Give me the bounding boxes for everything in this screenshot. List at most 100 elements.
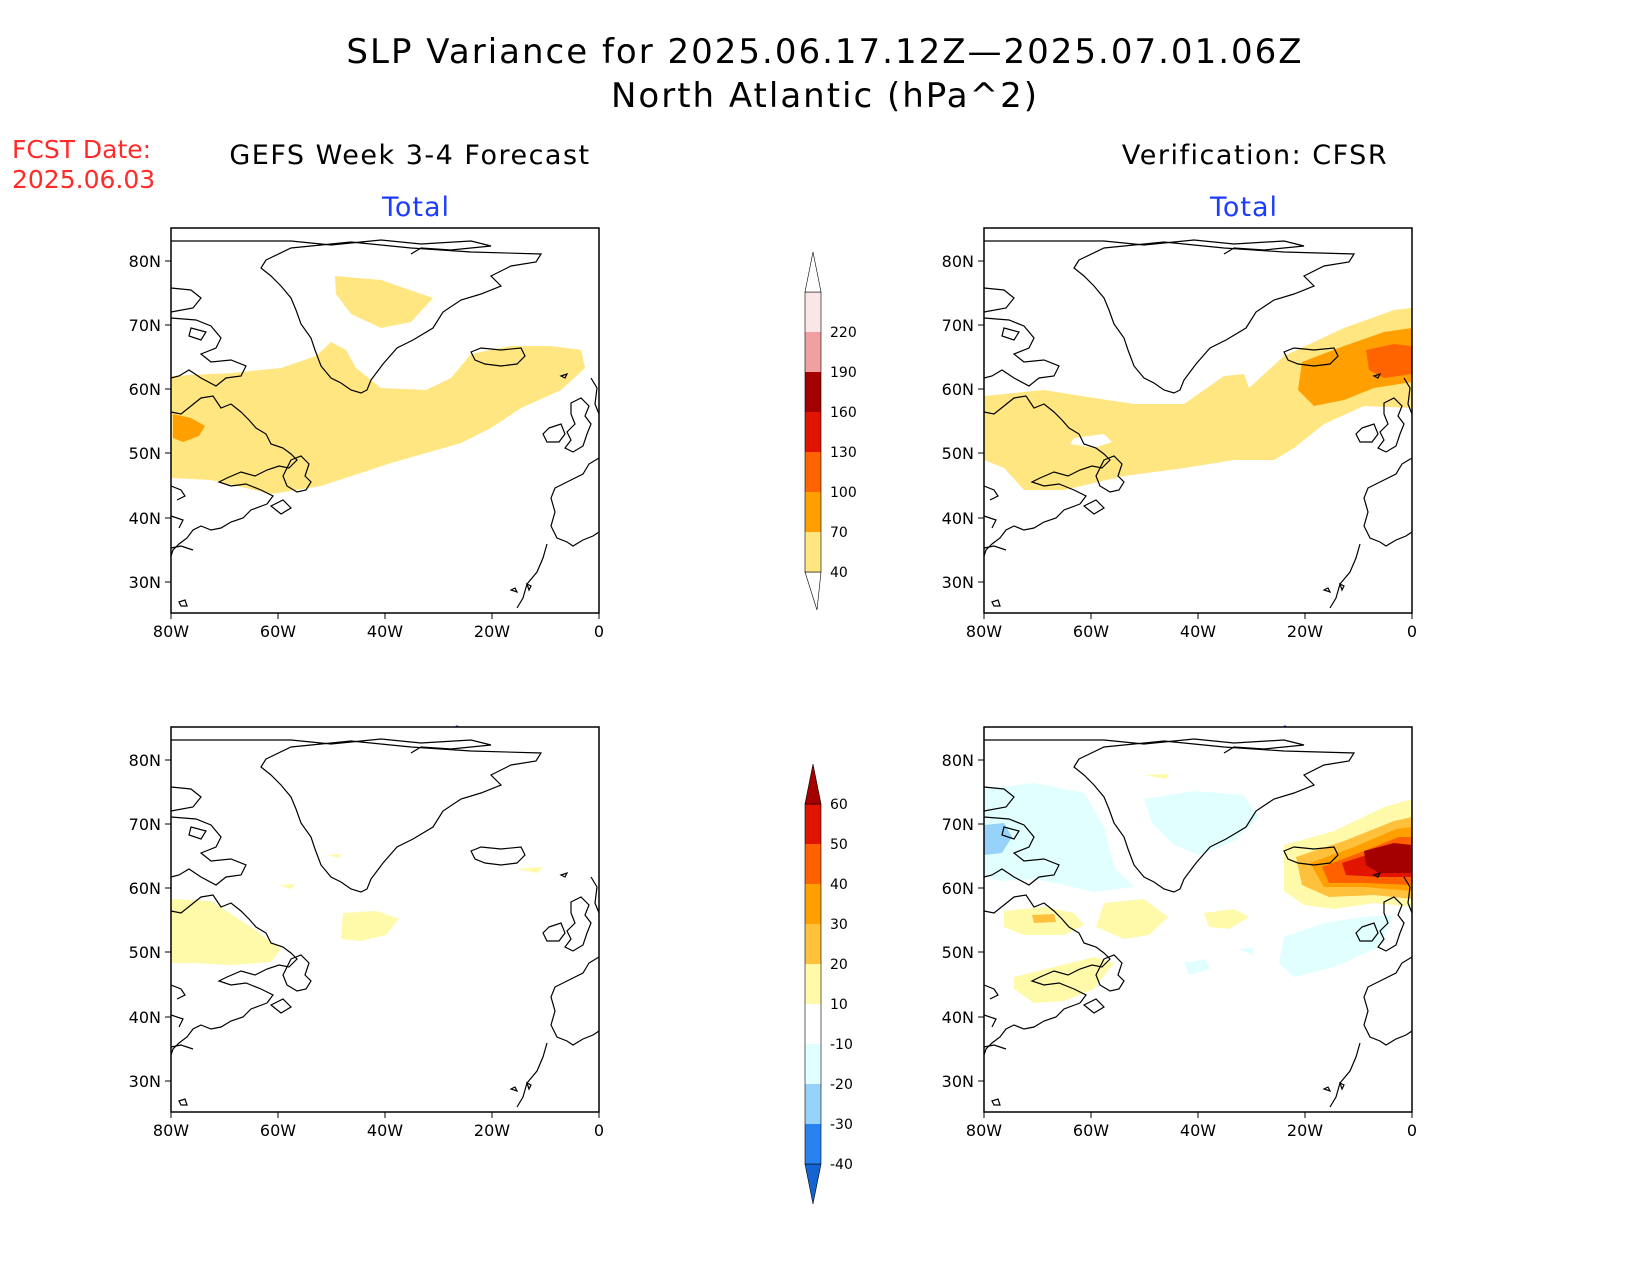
lat-tick-label: 30N <box>129 573 161 592</box>
colorbar-swatch <box>805 884 821 924</box>
lon-tick-label: 60W <box>1073 622 1109 641</box>
shade-100-130 <box>1366 344 1412 378</box>
colorbar-total: 40 70 100 130 160 190 220 <box>804 251 857 611</box>
lon-tick-label: 0 <box>594 1121 604 1140</box>
lon-tick-label: 40W <box>367 622 403 641</box>
lon-tick-label: 20W <box>1287 622 1323 641</box>
colorbar-label: 10 <box>830 997 848 1013</box>
lon-tick-label: 80W <box>966 622 1002 641</box>
colorbar-swatch <box>805 332 821 372</box>
fcst-date-value: 2025.06.03 <box>12 165 156 194</box>
colorbar-swatch <box>805 292 821 332</box>
colorbar-end-bottom <box>804 571 822 611</box>
colorbar-label: -20 <box>830 1077 853 1093</box>
colorbar-label: 70 <box>830 525 848 541</box>
colorbar-label: 40 <box>830 565 848 581</box>
colorbar-label: 160 <box>830 405 857 421</box>
panel-title-verification-total: Total <box>1209 192 1279 223</box>
lat-tick-label: 70N <box>942 815 974 834</box>
shade-10-20-c <box>1014 957 1114 1003</box>
lat-tick-label: 60N <box>129 380 161 399</box>
shade-40-70-greenland <box>335 276 433 328</box>
lon-tick-label: 40W <box>367 1121 403 1140</box>
lat-tick-label: 50N <box>129 943 161 962</box>
colorbar-end-top <box>804 763 822 805</box>
lon-tick-label: 40W <box>1180 1121 1216 1140</box>
lat-tick-label: 80N <box>942 252 974 271</box>
lat-tick-label: 80N <box>942 751 974 770</box>
lon-tick-label: 40W <box>1180 622 1216 641</box>
lon-tick-label: 60W <box>1073 1121 1109 1140</box>
colorbar-swatch <box>805 844 821 884</box>
column-title-forecast: GEFS Week 3-4 Forecast <box>229 140 591 171</box>
title-line-2: North Atlantic (hPa^2) <box>610 76 1039 116</box>
colorbar-label: 60 <box>830 797 848 813</box>
lon-tick-label: 80W <box>153 1121 189 1140</box>
colorbar-label: -10 <box>830 1037 853 1053</box>
lat-tick-label: 30N <box>942 573 974 592</box>
lon-tick-label: 20W <box>474 622 510 641</box>
shade-10-20-b <box>1096 899 1168 939</box>
lat-tick-label: 50N <box>942 444 974 463</box>
lat-tick-label: 40N <box>942 1008 974 1027</box>
lon-tick-label: 20W <box>474 1121 510 1140</box>
lat-tick-label: 40N <box>942 509 974 528</box>
lat-tick-label: 80N <box>129 252 161 271</box>
lon-tick-label: 80W <box>153 622 189 641</box>
shade-60-plus <box>1364 843 1412 873</box>
lon-tick-label: 0 <box>1407 1121 1417 1140</box>
lon-tick-label: 80W <box>966 1121 1002 1140</box>
colorbar-label: 100 <box>830 485 857 501</box>
colorbar-end-top <box>804 251 822 293</box>
colorbar-swatch <box>805 1084 821 1124</box>
lat-tick-label: 50N <box>942 943 974 962</box>
colorbar-label: 190 <box>830 365 857 381</box>
axes-layer: 80N 70N 60N 50N 40N 30N 80W 60W 40W 20W 0 80N 70N 60N… <box>129 252 1417 1140</box>
panel-title-forecast-total: Total <box>381 192 451 223</box>
colorbar-swatch <box>805 372 821 412</box>
shade-neg10-neg20-west <box>984 783 1134 892</box>
column-title-verification: Verification: CFSR <box>1121 140 1389 171</box>
colorbar-label: 20 <box>830 957 848 973</box>
shade-70-100 <box>173 414 205 442</box>
lat-tick-label: 30N <box>129 1072 161 1091</box>
map-verification-total <box>983 227 1413 614</box>
lat-tick-label: 40N <box>129 509 161 528</box>
colorbar-end-bottom <box>804 1163 822 1205</box>
map-verification-anomaly <box>983 726 1413 1113</box>
lat-tick-label: 70N <box>129 316 161 335</box>
colorbar-label: 50 <box>830 837 848 853</box>
colorbar-swatch <box>805 924 821 964</box>
map-forecast-anomaly <box>170 726 600 1113</box>
colorbar-swatch <box>805 964 821 1004</box>
shade-40-70 <box>171 342 585 494</box>
lat-tick-label: 30N <box>942 1072 974 1091</box>
map-forecast-total <box>170 227 600 614</box>
shade-10-20-west <box>171 899 281 965</box>
colorbar-swatch <box>805 532 821 572</box>
lat-tick-label: 70N <box>942 316 974 335</box>
lat-tick-label: 70N <box>129 815 161 834</box>
colorbar-swatch <box>805 1004 821 1044</box>
lon-tick-label: 60W <box>260 622 296 641</box>
shade-neg20-neg30 <box>984 823 1012 855</box>
colorbar-label: 30 <box>830 917 848 933</box>
lat-tick-label: 50N <box>129 444 161 463</box>
title-line-1: SLP Variance for 2025.06.17.12Z—2025.07.… <box>346 32 1304 72</box>
lon-tick-label: 60W <box>260 1121 296 1140</box>
colorbar-swatch <box>805 804 821 844</box>
lat-tick-label: 40N <box>129 1008 161 1027</box>
colorbar-label: 130 <box>830 445 857 461</box>
lon-tick-label: 0 <box>594 622 604 641</box>
fcst-date-label: FCST Date: <box>12 135 152 164</box>
colorbar-label: -30 <box>830 1117 853 1133</box>
lat-tick-label: 80N <box>129 751 161 770</box>
main-title: SLP Variance for 2025.06.17.12Z—2025.07.… <box>0 30 1650 118</box>
shade-neg10-neg20-east <box>1279 915 1394 977</box>
lat-tick-label: 60N <box>942 879 974 898</box>
lat-tick-label: 60N <box>942 380 974 399</box>
colorbar-label: 40 <box>830 877 848 893</box>
colorbar-swatch <box>805 492 821 532</box>
colorbar-anomaly: -40 -30 -20 -10 10 20 30 40 50 60 <box>804 763 853 1205</box>
